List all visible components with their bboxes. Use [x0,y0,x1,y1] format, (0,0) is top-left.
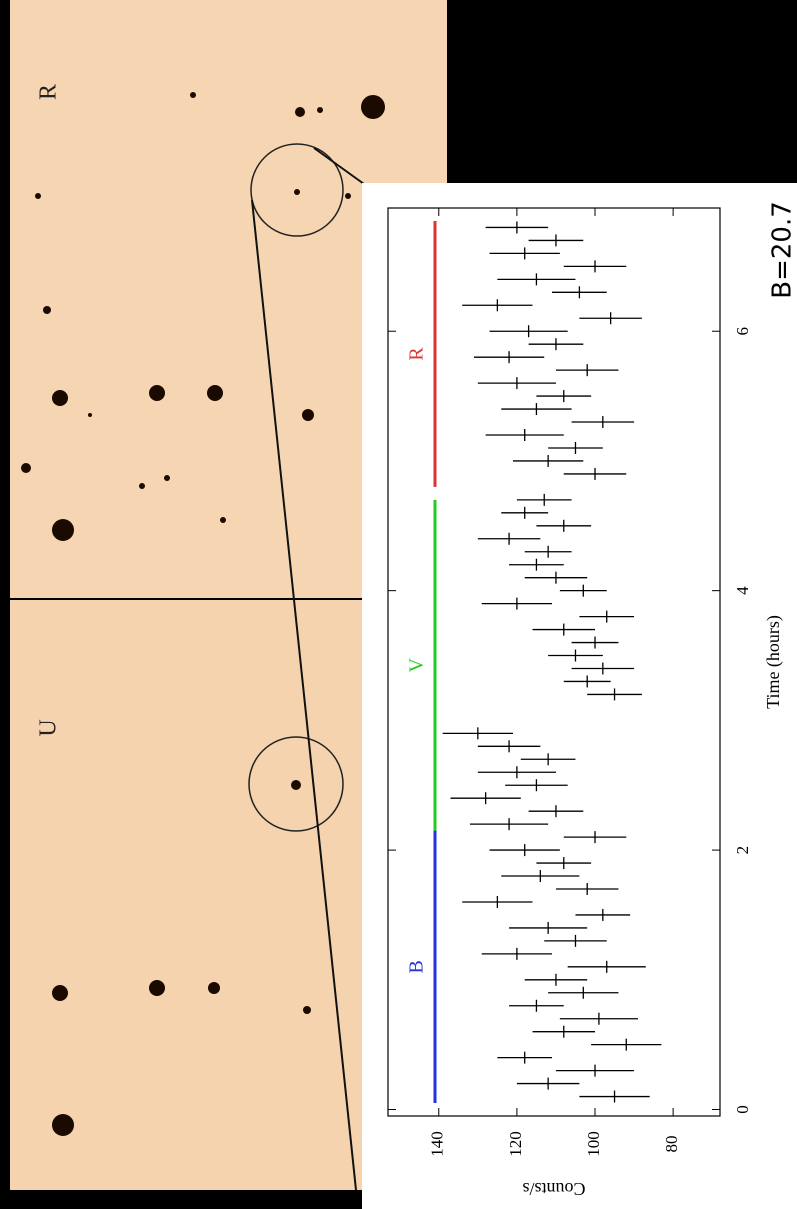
plot-frame [387,207,721,1117]
band-label: R [406,347,428,361]
target-circle [250,143,344,237]
band-label: B [406,960,428,973]
x-tick-label: 4 [733,586,752,595]
target-circle [248,736,344,832]
y-tick-label: 100 [584,1131,603,1157]
y-tick-label: 80 [662,1136,681,1153]
x-tick-label: 2 [733,846,752,855]
annotation: B=20.7 [768,201,797,299]
stars [21,92,385,1136]
panel-label: R [36,84,62,100]
plot: Time (hours) Counts/s 0 2 4 6 80 100 120 140 B V R [387,207,784,1199]
x-tick-label: 0 [733,1105,752,1114]
zoom-line [251,199,357,1191]
chart-panel [362,183,797,1209]
y-tick-label: 120 [506,1131,525,1157]
zoom-line [313,147,365,185]
panel-label: U [36,719,62,736]
band-label: V [406,657,428,672]
x-axis-label: Time (hours) [763,615,784,709]
y-tick-label: 140 [428,1131,447,1157]
x-tick-label: 6 [733,327,752,336]
y-axis-label: Counts/s [522,1179,585,1199]
